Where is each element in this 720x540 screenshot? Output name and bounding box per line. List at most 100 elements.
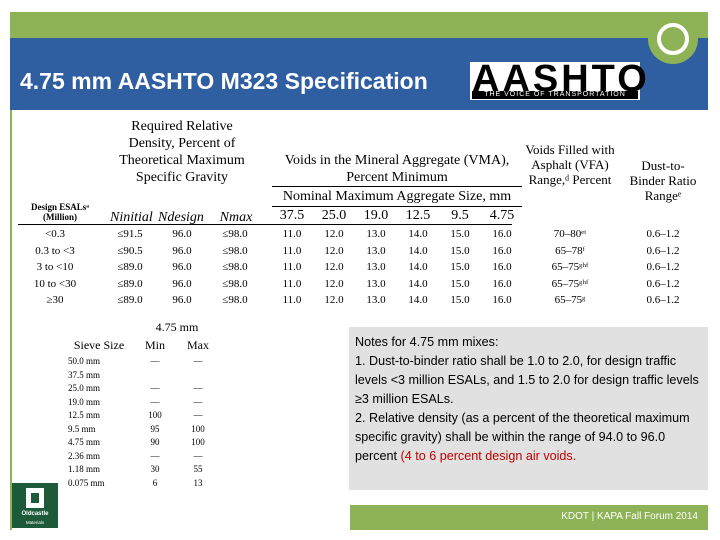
oldcastle-mark-icon bbox=[26, 488, 44, 508]
footer-bar: KDOT | KAPA Fall Forum 2014 bbox=[350, 505, 708, 530]
vma-value: 13.0 bbox=[366, 244, 386, 257]
dust-binder-value: 0.6–1.2 bbox=[646, 294, 680, 306]
sieve-size: 0.075 mm bbox=[68, 477, 105, 488]
vma-value: 16.0 bbox=[492, 244, 512, 257]
notes-text: Notes for 4.75 mm mixes: 1. Dust-to-bind… bbox=[355, 333, 700, 466]
oldcastle-logo: Oldcastle Materials bbox=[12, 483, 58, 528]
esal-value: ≥30 bbox=[46, 294, 64, 306]
dust-binder-value: 0.6–1.2 bbox=[646, 228, 680, 240]
nmas-size-2: 19.0 bbox=[363, 208, 389, 223]
aashto-tagline: THE VOICE OF TRANSPORTATION bbox=[472, 91, 638, 99]
sieve-group-header: 4.75 mm bbox=[155, 320, 199, 334]
aashto-logo: AASHTO THE VOICE OF TRANSPORTATION bbox=[470, 60, 647, 100]
ndesign-value: 96.0 bbox=[172, 294, 192, 306]
vma-value: 13.0 bbox=[366, 228, 386, 240]
esal-value: 3 to <10 bbox=[36, 261, 74, 273]
sieve-size: 50.0 mm bbox=[68, 356, 101, 366]
nmas-size-1: 25.0 bbox=[321, 208, 347, 223]
vma-value: 12.0 bbox=[324, 277, 344, 290]
nmax-value: ≤98.0 bbox=[222, 228, 248, 240]
esal-value: 10 to <30 bbox=[33, 277, 77, 290]
vma-value: 14.0 bbox=[408, 261, 428, 273]
sieve-max: 100 bbox=[191, 437, 205, 447]
vma-value: 16.0 bbox=[492, 228, 512, 240]
note-1: 1. Dust-to-binder ratio shall be 1.0 to … bbox=[355, 354, 699, 406]
vma-value: 11.0 bbox=[282, 244, 302, 257]
vfa-value: 65–75ᵍ bbox=[554, 294, 586, 306]
vfa-value: 70–80ᵉᵗ bbox=[553, 228, 587, 240]
sieve-size: 2.36 mm bbox=[68, 450, 101, 461]
notes-panel: Notes for 4.75 mm mixes: 1. Dust-to-bind… bbox=[349, 327, 708, 490]
sieve-max: — bbox=[193, 383, 203, 393]
nmas-header: Nominal Maximum Aggregate Size, mm bbox=[282, 189, 512, 204]
sieve-min: — bbox=[150, 383, 160, 393]
vma-value: 14.0 bbox=[408, 244, 428, 257]
dust-binder-value: 0.6–1.2 bbox=[646, 244, 680, 257]
vma-value: 16.0 bbox=[492, 294, 512, 306]
nmax-value: ≤98.0 bbox=[222, 277, 248, 290]
vma-value: 15.0 bbox=[450, 294, 470, 306]
footer-text: KDOT | KAPA Fall Forum 2014 bbox=[561, 511, 698, 522]
ndesign-value: 96.0 bbox=[172, 244, 192, 257]
top-accent-bar bbox=[10, 12, 708, 38]
ndesign-header: Ndesign bbox=[158, 210, 204, 225]
vma-value: 16.0 bbox=[492, 277, 512, 290]
sieve-min: 90 bbox=[150, 437, 160, 447]
vma-header: Voids in the Mineral Aggregate (VMA), Pe… bbox=[284, 153, 510, 185]
sieve-max: — bbox=[193, 450, 203, 461]
vma-value: 13.0 bbox=[366, 294, 386, 306]
vma-value: 15.0 bbox=[450, 244, 470, 257]
density-header: Required Relative Density, Percent of Th… bbox=[119, 119, 245, 185]
sieve-min: 30 bbox=[150, 464, 160, 474]
nmax-value: ≤98.0 bbox=[222, 294, 248, 306]
sieve-size: 37.5 mm bbox=[68, 369, 101, 380]
oldcastle-sub: Materials bbox=[25, 520, 45, 525]
ninitial-value: ≤90.5 bbox=[117, 244, 143, 257]
vfa-value: 65–75ᵍʰᶠ bbox=[551, 277, 589, 290]
sieve-min-header: Min bbox=[144, 338, 165, 352]
sieve-size: 19.0 mm bbox=[68, 396, 101, 407]
nmax-value: ≤98.0 bbox=[222, 261, 248, 273]
ring-ornament-icon bbox=[648, 14, 698, 64]
sieve-min: 95 bbox=[150, 423, 160, 434]
sieve-max-header: Max bbox=[187, 338, 209, 352]
vfa-value: 65–75ᵍʰᶠ bbox=[551, 261, 589, 273]
gradation-table: 4.75 mm Sieve Size Min Max 50.0 mm — — 37.5… bbox=[60, 320, 220, 500]
ninitial-value: ≤89.0 bbox=[117, 277, 143, 290]
nmas-size-3: 12.5 bbox=[405, 208, 431, 223]
vma-value: 12.0 bbox=[324, 228, 344, 240]
vma-value: 14.0 bbox=[408, 294, 428, 306]
vma-value: 14.0 bbox=[408, 228, 428, 240]
sieve-min: — bbox=[150, 396, 160, 407]
nmax-header: Nmax bbox=[219, 210, 253, 225]
vma-value: 11.0 bbox=[282, 294, 302, 306]
vma-value: 11.0 bbox=[282, 261, 302, 273]
ndesign-value: 96.0 bbox=[172, 277, 192, 290]
esal-value: 0.3 to <3 bbox=[35, 244, 75, 257]
vma-value: 16.0 bbox=[492, 261, 512, 273]
dust-binder-value: 0.6–1.2 bbox=[646, 277, 680, 290]
sieve-max: 13 bbox=[193, 477, 203, 488]
dust-binder-value: 0.6–1.2 bbox=[646, 261, 680, 273]
oldcastle-name: Oldcastle bbox=[21, 511, 49, 517]
ninitial-value: ≤89.0 bbox=[117, 261, 143, 273]
sieve-max: — bbox=[193, 410, 203, 420]
nmas-size-4: 9.5 bbox=[451, 208, 469, 223]
sieve-min: 100 bbox=[148, 410, 162, 420]
sieve-size: 1.18 mm bbox=[68, 464, 101, 474]
left-accent-line bbox=[10, 110, 12, 530]
sieve-max: 100 bbox=[191, 423, 205, 434]
nmas-size-5: 4.75 bbox=[489, 208, 515, 223]
esal-value: <0.3 bbox=[45, 228, 65, 240]
vma-value: 11.0 bbox=[282, 228, 302, 240]
sieve-max: 55 bbox=[193, 464, 203, 474]
vfa-header: Voids Filled with Asphalt (VFA) Range,ᵈ … bbox=[525, 142, 615, 187]
note-2-highlight: (4 to 6 percent design air voids. bbox=[400, 449, 577, 463]
nmax-value: ≤98.0 bbox=[222, 244, 248, 257]
ninitial-header: Ninitial bbox=[110, 210, 153, 225]
sieve-size: 12.5 mm bbox=[68, 410, 101, 420]
nmas-size-0: 37.5 bbox=[279, 208, 305, 223]
vma-value: 12.0 bbox=[324, 261, 344, 273]
sieve-min: — bbox=[150, 356, 160, 366]
vma-value: 13.0 bbox=[366, 261, 386, 273]
